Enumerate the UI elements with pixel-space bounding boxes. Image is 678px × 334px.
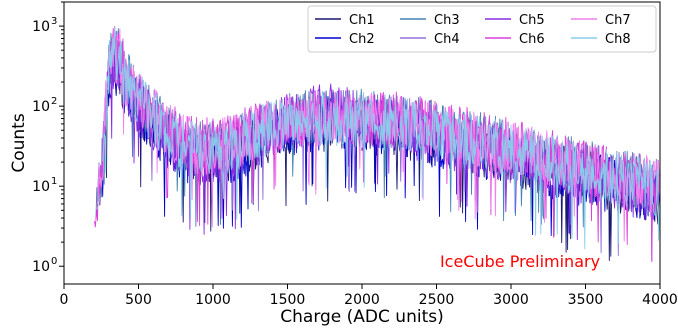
legend-label: Ch7 bbox=[605, 13, 631, 28]
y-tick-exponent: 3 bbox=[51, 16, 57, 27]
y-axis-label: Counts bbox=[9, 113, 29, 172]
x-tick-label: 500 bbox=[125, 292, 152, 308]
x-tick-label: 3500 bbox=[568, 292, 604, 308]
y-tick-exponent: 2 bbox=[51, 96, 57, 107]
legend-label: Ch2 bbox=[349, 32, 375, 47]
series-layer bbox=[94, 25, 660, 262]
x-tick-label: 1000 bbox=[195, 292, 231, 308]
y-tick-label: 10 bbox=[32, 19, 50, 35]
x-tick-label: 0 bbox=[60, 292, 69, 308]
legend-frame bbox=[307, 5, 657, 53]
legend-label: Ch6 bbox=[519, 32, 545, 47]
y-tick-exponent: 0 bbox=[51, 256, 57, 267]
y-tick-label: 10 bbox=[32, 259, 50, 275]
legend-label: Ch5 bbox=[519, 13, 545, 28]
x-tick-label: 4000 bbox=[642, 292, 678, 308]
y-tick-label: 10 bbox=[32, 99, 50, 115]
x-tick-label: 3000 bbox=[493, 292, 529, 308]
y-tick-exponent: 1 bbox=[51, 176, 57, 187]
x-tick-label: 2500 bbox=[419, 292, 455, 308]
legend-label: Ch8 bbox=[605, 32, 631, 47]
legend-label: Ch3 bbox=[434, 13, 460, 28]
legend: Ch1 Ch2 Ch3 Ch4 Ch5 Ch6 Ch7 Ch8 bbox=[307, 5, 657, 53]
x-axis-label: Charge (ADC units) bbox=[280, 307, 443, 327]
y-tick-label: 10 bbox=[32, 179, 50, 195]
series-line-ch8 bbox=[102, 26, 660, 250]
x-tick-label: 2000 bbox=[344, 292, 380, 308]
preliminary-annotation: IceCube Preliminary bbox=[440, 252, 600, 271]
x-axis-ticks: 0 500 1000 1500 2000 2500 3000 3500 4000 bbox=[60, 284, 678, 308]
legend-label: Ch4 bbox=[434, 32, 460, 47]
legend-label: Ch1 bbox=[349, 13, 375, 28]
x-tick-label: 1500 bbox=[270, 292, 306, 308]
